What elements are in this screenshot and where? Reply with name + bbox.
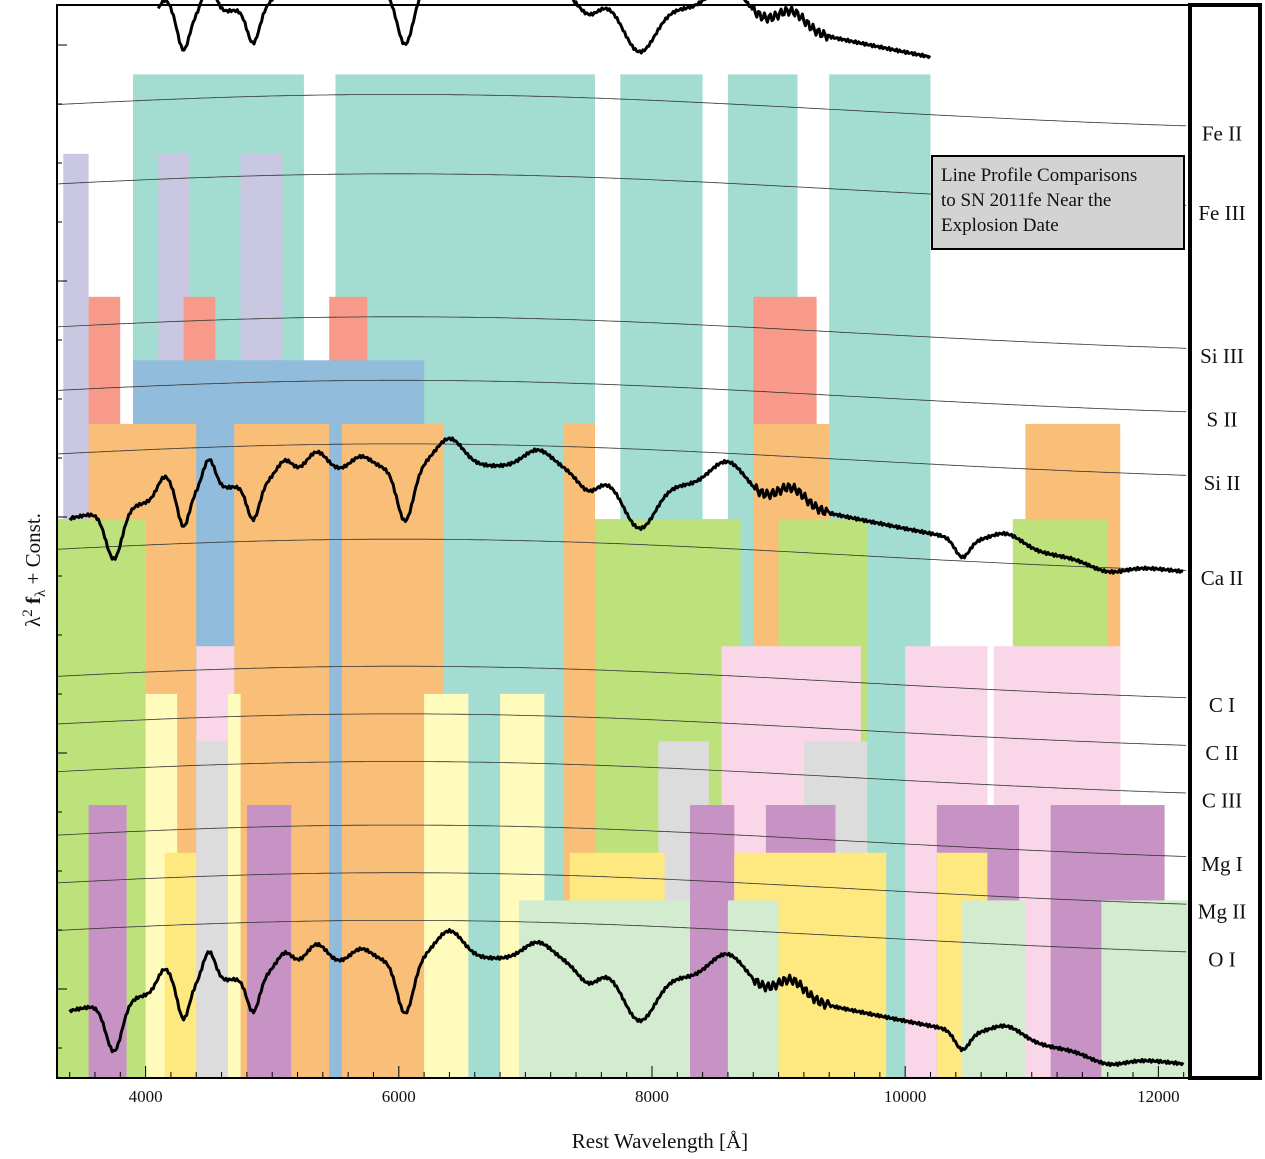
ion-band xyxy=(165,853,197,1078)
ion-label: Fe III xyxy=(1198,201,1245,225)
ion-label: Ca II xyxy=(1201,566,1244,590)
ion-band xyxy=(196,742,228,1079)
x-tick-label: 6000 xyxy=(382,1087,416,1106)
ion-band xyxy=(228,694,241,1078)
inset-caption: Line Profile Comparisons to SN 2011fe Ne… xyxy=(931,155,1185,250)
inset-line: Line Profile Comparisons xyxy=(941,163,1175,188)
ion-band xyxy=(424,694,468,1078)
ion-band xyxy=(962,900,1025,1078)
x-tick-label: 8000 xyxy=(635,1087,669,1106)
inset-line: to SN 2011fe Near the xyxy=(941,188,1175,213)
x-tick-label: 4000 xyxy=(129,1087,163,1106)
ion-label: C II xyxy=(1205,741,1238,765)
x-axis-title: Rest Wavelength [Å] xyxy=(572,1129,748,1153)
y-axis-title: λ2 fλ + Const. xyxy=(20,513,49,627)
inset-line: Explosion Date xyxy=(941,213,1175,238)
ion-band xyxy=(247,805,291,1078)
ion-band xyxy=(1101,900,1190,1078)
ion-label: C III xyxy=(1202,789,1242,813)
ion-band xyxy=(690,805,734,1078)
ion-label: O I xyxy=(1208,947,1235,971)
x-tick-label: 12000 xyxy=(1137,1087,1180,1106)
x-tick-label: 10000 xyxy=(884,1087,927,1106)
ion-label: Mg I xyxy=(1201,852,1242,876)
ion-label: Si II xyxy=(1204,471,1241,495)
ion-label: Mg II xyxy=(1198,900,1246,924)
ion-label: Fe II xyxy=(1202,121,1242,145)
ion-label: S II xyxy=(1207,407,1238,431)
observed-spectrum xyxy=(158,0,930,58)
ion-label: Si III xyxy=(1200,344,1244,368)
ion-label: C I xyxy=(1209,693,1235,717)
